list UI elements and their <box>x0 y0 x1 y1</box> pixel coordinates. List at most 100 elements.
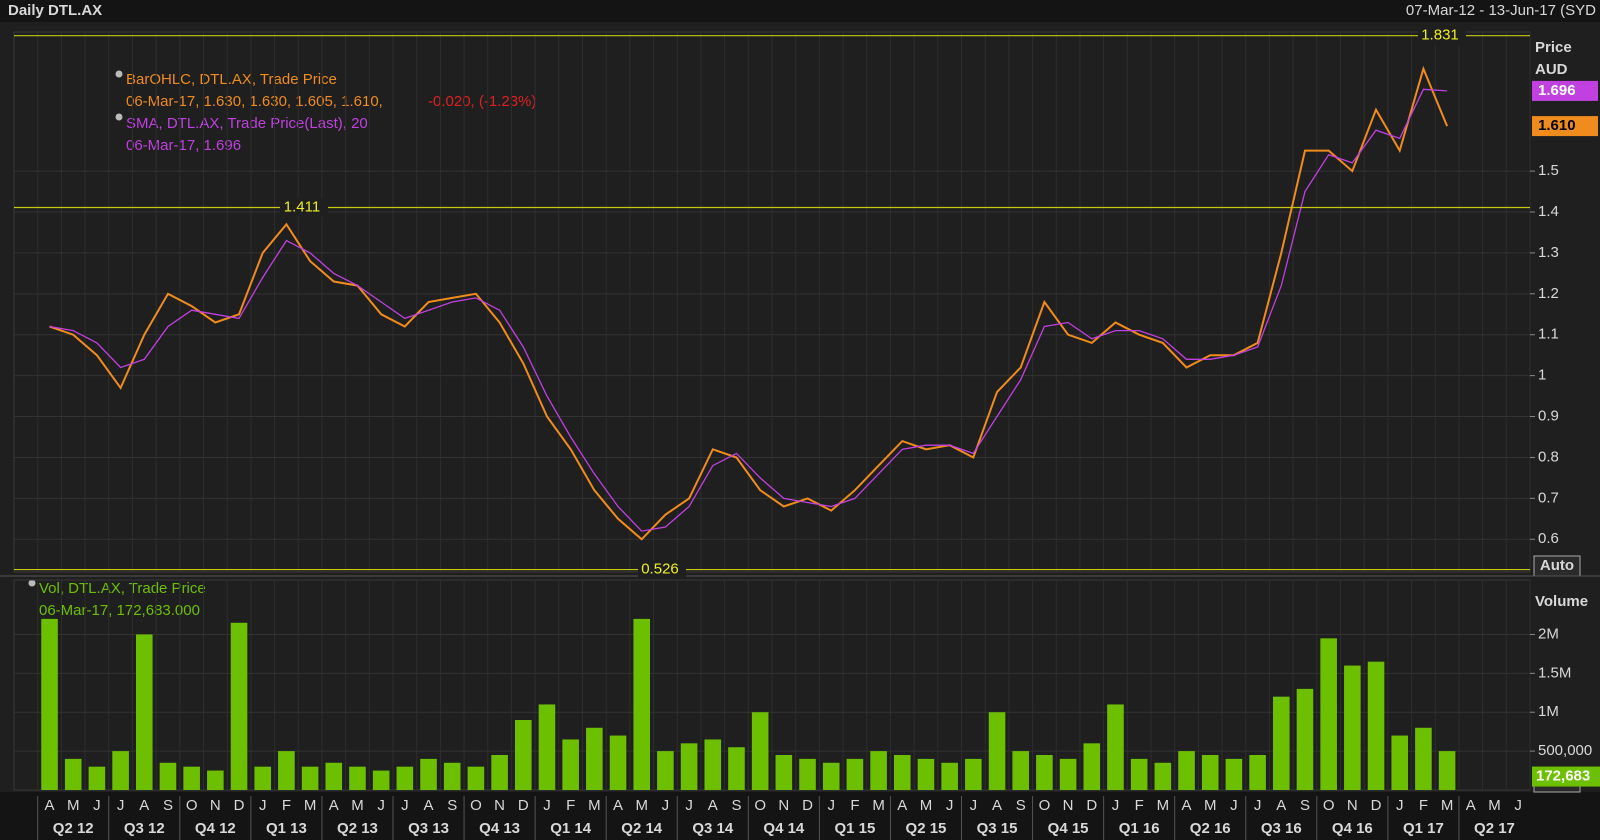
x-tick-label: J <box>1230 797 1238 814</box>
x-tick-label: J <box>946 797 954 814</box>
legend-name: SMA, DTL.AX, Trade Price(Last), 20 <box>126 115 368 132</box>
x-tick-label: A <box>139 797 149 814</box>
quarter-label: Q2 17 <box>1474 820 1515 837</box>
quarter-label: Q1 15 <box>834 820 875 837</box>
x-tick-label: A <box>1182 797 1192 814</box>
volume-bar <box>704 739 722 790</box>
legend-name: BarOHLC, DTL.AX, Trade Price <box>126 71 337 88</box>
x-tick-label: D <box>518 797 529 814</box>
x-tick-label: J <box>970 797 978 814</box>
x-tick-label: J <box>662 797 670 814</box>
volume-bar <box>1344 665 1361 790</box>
axis-bar <box>0 792 1600 840</box>
volume-bar <box>1415 727 1432 790</box>
volume-bar <box>846 758 864 790</box>
volume-bar <box>965 758 982 790</box>
quarter-label: Q1 14 <box>550 820 592 837</box>
volume-bar <box>491 755 508 790</box>
x-tick-label: N <box>778 797 789 814</box>
volume-bar <box>1036 755 1053 790</box>
volume-bar <box>254 766 272 790</box>
volume-bar <box>1130 758 1148 790</box>
x-tick-label: M <box>1204 797 1217 814</box>
x-tick-label: M <box>1488 797 1501 814</box>
volume-bar <box>1438 751 1456 790</box>
volume-bar <box>1201 755 1219 790</box>
x-tick-label: J <box>685 797 693 814</box>
volume-bar <box>278 751 295 790</box>
quarter-label: Q3 16 <box>1261 820 1302 837</box>
volume-bar <box>207 770 224 790</box>
x-tick-label: J <box>543 797 551 814</box>
legend-change: -0.020, (-1.23%) <box>428 93 536 110</box>
volume-bar <box>112 751 129 790</box>
volume-bar <box>301 766 319 790</box>
quarter-label: Q1 13 <box>266 820 307 837</box>
volume-bar <box>917 758 935 790</box>
y-tick-label: 0.6 <box>1538 530 1559 547</box>
x-tick-label: A <box>424 797 434 814</box>
y-tick-label: 1M <box>1538 703 1559 720</box>
legend-icon[interactable] <box>115 70 123 78</box>
volume-bar <box>514 720 532 790</box>
x-tick-label: D <box>1086 797 1097 814</box>
x-tick-label: A <box>1466 797 1476 814</box>
quarter-label: Q2 16 <box>1190 820 1231 837</box>
x-tick-label: F <box>850 797 859 814</box>
x-tick-label: A <box>1276 797 1286 814</box>
chart-title: Daily DTL.AX <box>8 2 102 19</box>
quarter-label: Q3 14 <box>692 820 734 837</box>
quarter-label: Q4 15 <box>1048 820 1089 837</box>
quarter-label: Q3 15 <box>977 820 1018 837</box>
last-value-label: 172,683 <box>1536 768 1590 785</box>
legend-icon[interactable] <box>28 579 36 587</box>
last-value-label: 1.696 <box>1538 82 1576 99</box>
x-tick-label: N <box>494 797 505 814</box>
x-tick-label: J <box>1112 797 1120 814</box>
reference-label-bg <box>1418 26 1466 45</box>
x-tick-label: O <box>186 797 198 814</box>
volume-bar <box>633 618 651 790</box>
volume-bar <box>1225 758 1243 790</box>
price-axis-title: Price <box>1535 39 1572 56</box>
volume-bar <box>680 743 698 790</box>
volume-bar <box>538 704 556 790</box>
y-tick-label: 0.8 <box>1538 448 1559 465</box>
y-tick-label: 1.5 <box>1538 162 1559 179</box>
x-tick-label: F <box>1419 797 1428 814</box>
legend-detail: 06-Mar-17, 1.630, 1.630, 1.605, 1.610, <box>126 93 383 110</box>
x-tick-label: N <box>1347 797 1358 814</box>
legend-name: Vol, DTL.AX, Trade Price <box>39 580 206 597</box>
volume-bar <box>870 751 887 790</box>
volume-bar <box>230 622 248 790</box>
volume-bar <box>467 766 485 790</box>
volume-bar <box>562 739 579 790</box>
x-tick-label: S <box>1016 797 1026 814</box>
quarter-label: Q4 13 <box>479 820 520 837</box>
x-tick-label: A <box>613 797 623 814</box>
quarter-label: Q4 16 <box>1332 820 1373 837</box>
y-tick-label: 1.1 <box>1538 326 1559 343</box>
x-tick-label: F <box>1135 797 1144 814</box>
x-tick-label: D <box>234 797 245 814</box>
y-tick-label: 0.9 <box>1538 408 1559 425</box>
x-tick-label: N <box>210 797 221 814</box>
series-line <box>49 65 1449 541</box>
y-tick-label: 1 <box>1538 367 1546 384</box>
x-tick-label: A <box>45 797 55 814</box>
volume-bar <box>799 758 816 790</box>
volume-bar <box>822 762 840 790</box>
quarter-label: Q4 14 <box>763 820 805 837</box>
quarter-label: Q2 12 <box>53 820 94 837</box>
x-tick-label: J <box>1396 797 1404 814</box>
x-tick-label: M <box>304 797 317 814</box>
x-tick-label: J <box>259 797 267 814</box>
legend-icon[interactable] <box>115 113 123 121</box>
quarter-label: Q2 15 <box>906 820 947 837</box>
reference-label: 1.831 <box>1421 27 1459 44</box>
x-tick-label: M <box>67 797 80 814</box>
x-tick-label: S <box>163 797 173 814</box>
y-tick-label: 2M <box>1538 625 1559 642</box>
quarter-label: Q2 13 <box>337 820 378 837</box>
volume-bar <box>941 762 958 790</box>
